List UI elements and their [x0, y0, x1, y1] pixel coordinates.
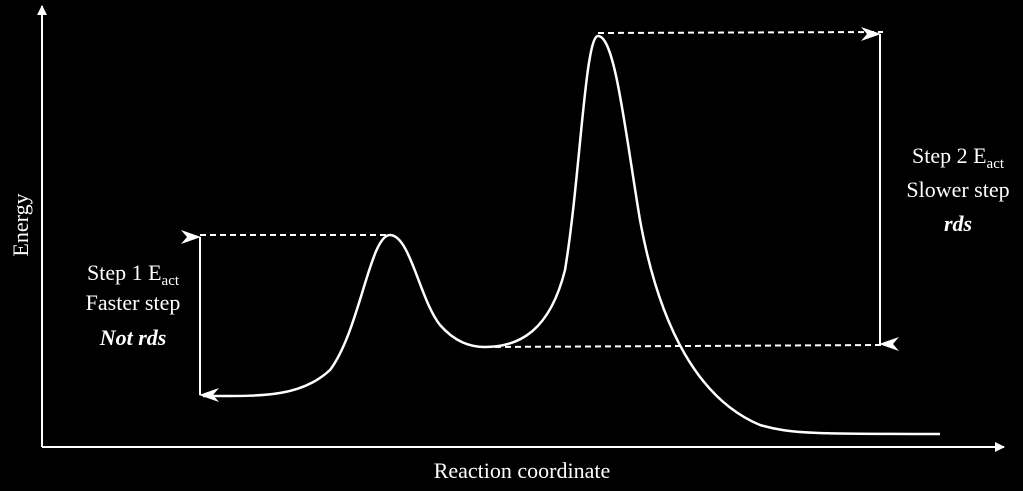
step2-label: Step 2 Eact — [912, 143, 1005, 172]
dashed-line — [597, 31, 884, 34]
step2-note: rds — [944, 211, 972, 236]
step2-desc: Slower step — [906, 177, 1009, 202]
x-axis-label: Reaction coordinate — [434, 458, 611, 483]
step1-note: Not rds — [99, 325, 167, 350]
dashed-line — [484, 344, 884, 348]
subscript: act — [162, 273, 180, 289]
y-axis-label: Energy — [8, 193, 33, 256]
label-text: Step 2 E — [912, 143, 987, 168]
subscript: act — [987, 156, 1005, 172]
step1-label: Step 1 Eact — [87, 260, 180, 289]
label-text: Step 1 E — [87, 260, 162, 285]
energy-curve — [202, 34, 941, 436]
step1-desc: Faster step — [86, 290, 181, 315]
